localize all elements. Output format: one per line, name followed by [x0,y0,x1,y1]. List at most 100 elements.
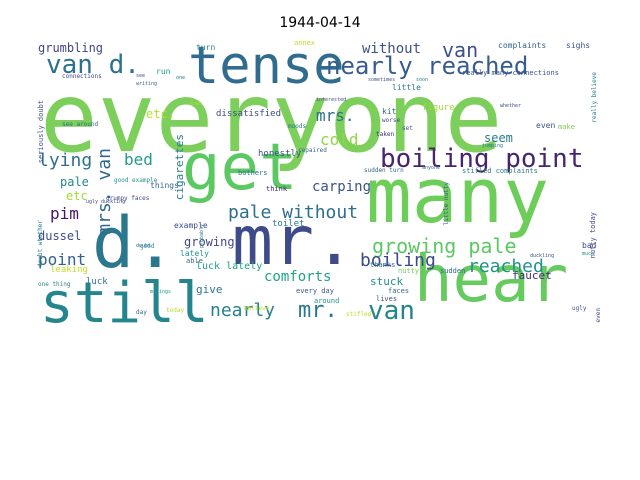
cloud-word: everyone [40,62,503,174]
cloud-word: bad [582,241,597,250]
cloud-word: probably [199,224,205,249]
cloud-word: writing [136,81,158,87]
cloud-word: boiling point [380,144,584,174]
cloud-word: jumping [482,143,504,149]
cloud-word: set [402,125,413,132]
cloud-word: every day [296,287,334,295]
cloud-word: little [392,83,421,92]
cloud-word: faucet [512,269,552,282]
cloud-word: comforts [264,269,332,285]
cloud-word: seriously doubt [37,100,45,164]
cloud-word: little nutty [443,182,450,226]
cloud-word: without [362,41,422,57]
cloud-word: pale without [228,202,359,223]
cloud-word: know [190,101,203,107]
cloud-word: doubt [136,243,152,249]
cloud-word: taken [376,131,395,138]
cloud-word: van [368,296,415,324]
cloud-word: one [176,75,186,81]
cloud-word: luck [86,277,108,287]
cloud-word: one thing [38,281,71,288]
cloud-word: growing pale [372,234,517,258]
cloud-word: dissatisfied [216,109,282,119]
cloud-word: van d. [46,50,140,80]
cloud-word: lives [376,295,398,303]
cloud-word: etc. [146,107,175,121]
cloud-word: bed [124,150,153,169]
cloud-word: many [366,151,550,240]
cloud-word: figure [422,103,455,113]
cloud-word: think [266,185,288,193]
cloud-word: thanks [370,261,396,269]
cloud-word: much [582,251,595,257]
cloud-word: able [186,257,203,265]
cloud-word: example [174,221,208,230]
cloud-word: sudden turn [364,167,404,174]
cloud-word: even [536,121,556,130]
cloud-word: good example [114,177,158,184]
cloud-word: one even [595,308,602,324]
cloud-word: grumbling [38,41,104,55]
cloud-word: sudden [440,267,466,275]
cloud-word: stifled complaints [462,167,538,175]
cloud-word: today [166,307,185,314]
cloud-word: day [136,309,147,316]
cloud-word: good [140,243,155,250]
cloud-word: nearly [210,300,276,321]
cloud-word: musings [150,289,172,295]
cloud-word: interested [316,97,347,103]
cloud-word: sighs [566,41,591,50]
cloud-word: leaking [50,265,88,275]
cloud-word: duckling [530,253,555,259]
cloud-word: nutty [398,267,420,275]
cloud-word: tense [188,40,345,96]
cloud-word: mr. [298,298,338,323]
cloud-word: give [196,283,223,296]
cloud-word: turn [196,43,216,52]
cloud-word: etc [66,189,88,203]
cloud-word: repaired [298,147,327,154]
cloud-word: honestly [258,149,302,159]
cloud-word: seem [484,131,513,145]
cloud-word: grumpy faces [106,195,150,202]
cloud-word: pale [60,175,89,189]
cloud-word: worse [382,117,401,124]
cloud-word: dussel [38,229,82,243]
cloud-word: ugly duckling [86,199,126,205]
cloud-word: lying [38,150,93,171]
cloud-word: really believe [591,72,598,123]
cloud-word: make [558,123,575,131]
cloud-word: stifled [346,311,372,318]
cloud-word: kit [382,107,397,116]
cloud-word: cold [320,130,359,149]
word-cloud: everyone d. mr. tense many get hear stil… [36,40,604,324]
cloud-word: luck lately [196,261,263,272]
cloud-word: reached [468,256,544,277]
cloud-word: get [182,131,298,205]
cloud-word: mrs. [316,106,355,125]
cloud-word: carping [312,179,372,195]
cloud-word: stuck [370,275,404,288]
cloud-word: believe [244,305,270,312]
cloud-word: whether [500,103,522,109]
chart-title: 1944-04-14 [279,15,361,31]
cloud-word: things [150,181,179,190]
cloud-word: bothers [238,169,268,177]
cloud-word: connections [62,73,102,80]
cloud-word: van [442,40,479,62]
cloud-word: sometimes [368,77,396,83]
cloud-word: run [156,67,171,76]
cloud-word: hear [414,243,569,317]
cloud-word: boiling [360,250,436,271]
cloud-word: toilet [272,219,305,229]
cloud-word: around [314,297,340,305]
cloud-word: soon [416,77,429,83]
cloud-word: anyone [422,165,441,171]
cloud-word: d. [92,202,177,284]
cloud-word: nearly reached [326,52,529,80]
cloud-word: point [38,250,87,269]
cloud-word: pim [50,204,79,223]
cloud-word: really many connections [462,69,559,77]
cloud-word: still [40,271,209,325]
cloud-word: faces [388,287,410,295]
